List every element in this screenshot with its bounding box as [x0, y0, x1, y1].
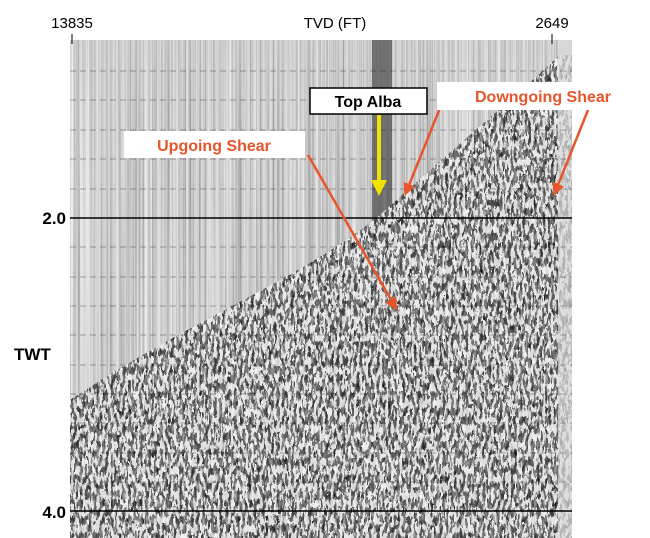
- dashed-lines: [70, 70, 572, 483]
- label-box: [124, 131, 305, 158]
- y-tick-label: 4.0: [42, 503, 66, 522]
- label-box: [309, 87, 428, 115]
- x-title: TVD (FT): [304, 15, 366, 32]
- arrow-downgoing: [403, 107, 442, 196]
- arrow-downgoing: [552, 109, 590, 196]
- y-title: TWT: [14, 345, 51, 364]
- label-box: [437, 82, 649, 110]
- x-right-label: 2649: [535, 15, 568, 32]
- right-strip: [558, 40, 572, 538]
- annotation: Downgoing Shear: [475, 89, 611, 106]
- annotation: Top Alba: [335, 94, 402, 111]
- y-tick-label: 2.0: [42, 209, 66, 228]
- annotation: Upgoing Shear: [157, 138, 271, 155]
- x-left-label: 13835: [51, 15, 93, 32]
- arrow-upgoing: [306, 154, 398, 311]
